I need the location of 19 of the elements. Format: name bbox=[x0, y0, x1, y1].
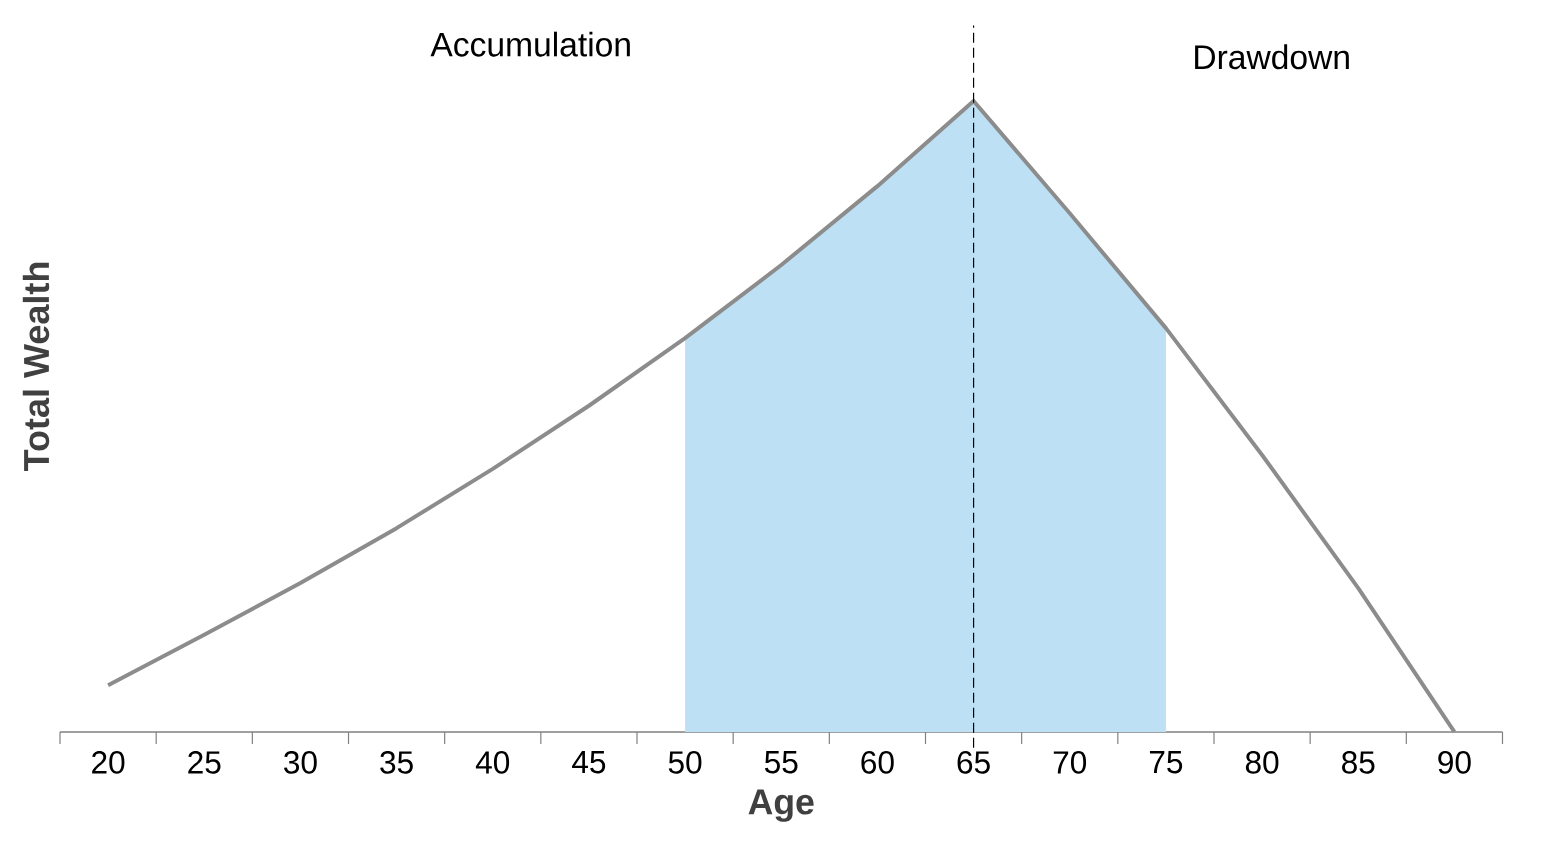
x-tick-label: 45 bbox=[572, 751, 606, 774]
x-axis-title: Age bbox=[748, 789, 814, 822]
x-tick-label: 35 bbox=[380, 751, 413, 774]
x-tick-label: 80 bbox=[1245, 751, 1279, 774]
text: Accumulation bbox=[430, 31, 630, 57]
x-tick-label: 85 bbox=[1342, 751, 1375, 774]
x-tick-label: 60 bbox=[861, 751, 894, 774]
x-tick-label: 40 bbox=[475, 751, 510, 774]
x-tick-label: 65 bbox=[957, 751, 990, 774]
x-tick-label: 75 bbox=[1149, 751, 1183, 774]
x-tick-label: 50 bbox=[668, 751, 702, 774]
x-tick-label: 20 bbox=[92, 751, 125, 774]
y-axis-title: Total Wealth bbox=[22, 262, 50, 471]
x-tick-label: 30 bbox=[284, 751, 317, 774]
x-tick-label: 25 bbox=[188, 751, 221, 774]
x-tick-label: 90 bbox=[1438, 751, 1471, 774]
x-tick-label: 55 bbox=[764, 751, 798, 774]
text: Drawdown bbox=[1195, 44, 1349, 70]
x-tick-label: 70 bbox=[1053, 751, 1087, 774]
